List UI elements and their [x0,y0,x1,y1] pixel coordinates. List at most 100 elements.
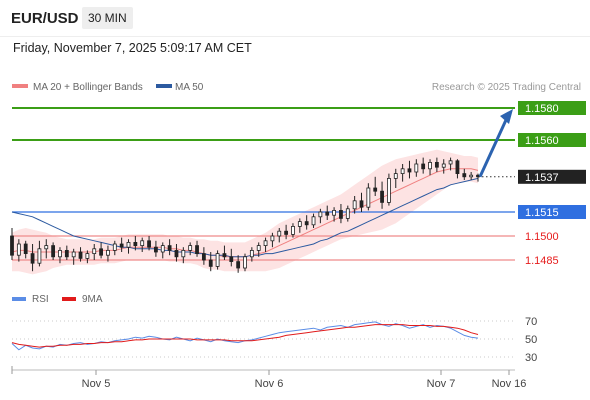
ma20-legend-label: MA 20 + Bollinger Bands [33,82,143,93]
candle-up [291,225,295,235]
pivot-level-box [518,205,586,219]
pivot-level-label: 1.1515 [525,207,559,219]
candle-up [256,245,261,251]
candle-down [222,253,227,258]
candle-up [352,200,357,210]
candle-up [37,248,42,264]
ma50-legend-label: MA 50 [175,82,204,93]
candle-down [201,253,206,261]
resistance-level-label: 1.1580 [525,103,559,115]
candle-down [434,161,439,168]
candle-up [249,249,254,258]
candle-up [393,173,398,179]
candle-down [99,248,103,256]
rsi-ma-legend-label: 9MA [82,294,103,305]
candle-up [71,251,76,258]
x-axis-label: Nov 16 [492,378,527,390]
candle-up [243,256,247,269]
candle-down [133,241,138,246]
candle-down [359,200,364,208]
candle-down [167,245,172,251]
candle-up [126,241,131,248]
candle-down [373,187,378,192]
rsi-panel: 30 50 70 [11,316,537,364]
price-levels [12,107,515,261]
candle-up [16,243,21,256]
candle-down [51,245,56,258]
support-level-label: 1.1485 [525,255,559,267]
current-price-label: 1.1537 [525,172,559,184]
support-level-label: 1.1500 [525,231,559,243]
candle-up [215,253,220,267]
candle-up [387,177,391,203]
candle-up [448,160,453,165]
candle-down [174,249,179,258]
rsi-tick-label: 70 [525,316,537,328]
candle-down [229,256,234,262]
candle-up [270,235,275,242]
candles [10,157,480,273]
candle-up [297,221,302,227]
candle-up [181,249,186,258]
candle-down [455,160,460,175]
candle-up [318,211,323,218]
header-bar [0,0,590,37]
candle-up [85,253,90,259]
candle-up [311,216,316,226]
candle-down [64,249,69,258]
rsi-tick-label: 30 [525,352,537,364]
level-labels: 1.1580 1.1560 1.1537 1.1515 1.1500 1.1485 [518,101,586,267]
candle-up [414,163,419,173]
resistance-level-box [518,101,586,115]
projection-arrow-head [500,109,513,124]
rsi-ma-legend-swatch [62,297,76,301]
candle-up [188,245,193,251]
rsi-tick-label: 50 [525,334,537,346]
candle-down [462,173,467,178]
candle-down [119,243,124,248]
rsi-legend-label: RSI [32,294,49,305]
candle-up [44,245,49,250]
candle-down [421,163,426,170]
candle-down [407,168,412,173]
candle-down [236,261,241,269]
candle-up [332,209,336,216]
resistance-level-label: 1.1560 [525,135,559,147]
candle-up [345,208,350,219]
candle-down [78,251,83,259]
candle-up [112,243,117,251]
x-axis-label: Nov 7 [427,378,456,390]
candle-up [469,174,474,178]
candle-up [140,240,145,247]
candle-down [325,211,330,216]
x-axis-label: Nov 6 [255,378,284,390]
candle-down [10,235,14,256]
datetime-label: Friday, November 7, 2025 5:09:17 AM CET [13,41,252,55]
ma50-legend-swatch [156,84,172,88]
x-axis-label: Nov 5 [82,378,111,390]
candle-down [380,190,384,203]
x-axis: Nov 5 Nov 6 Nov 7 Nov 16 [11,366,527,390]
timeframe-badge[interactable]: 30 MIN [82,7,133,29]
candle-down [154,246,158,253]
rsi-ma-line [11,324,479,348]
rsi-legend-swatch [12,297,26,301]
candle-up [428,161,432,170]
candle-down [147,240,151,248]
candle-up [441,163,446,168]
candle-down [23,243,28,254]
candle-up [92,248,97,255]
ma20-legend-swatch [12,84,28,88]
candle-down [30,253,35,264]
candle-up [263,240,268,247]
candle-down [284,230,289,235]
symbol-title: EUR/USD [11,10,79,27]
rsi-line [11,321,479,351]
candle-up [58,249,62,258]
projection-arrow-shaft [478,119,508,178]
candle-down [304,221,309,226]
candle-up [400,168,405,175]
candle-up [277,230,282,237]
credit-label: Research © 2025 Trading Central [432,82,581,93]
candle-down [195,245,199,255]
